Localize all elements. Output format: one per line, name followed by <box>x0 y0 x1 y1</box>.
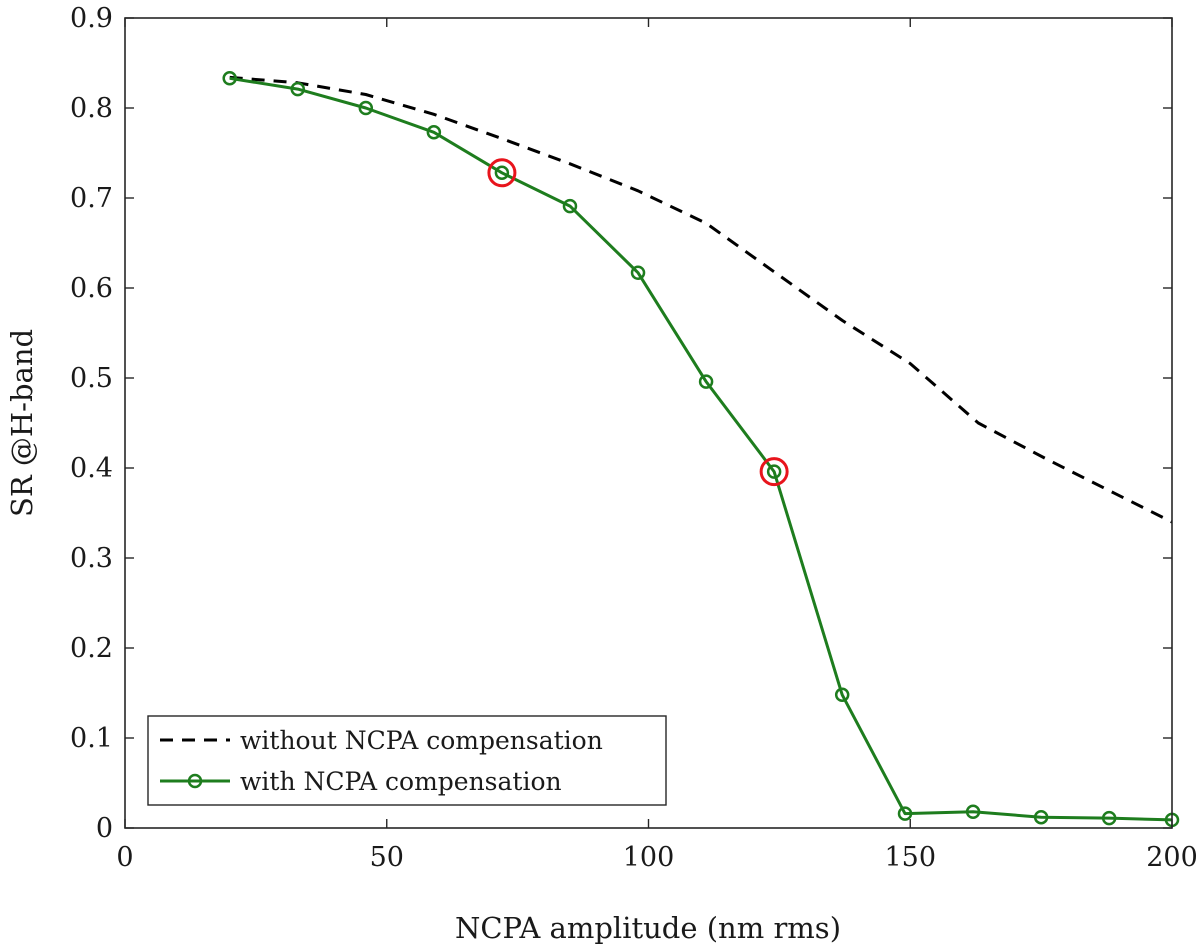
legend: without NCPA compensation with NCPA comp… <box>147 715 667 806</box>
y-tick-label: 0.9 <box>70 3 113 34</box>
data-point <box>698 374 714 389</box>
series-line-1 <box>229 76 1173 822</box>
series-line-0 <box>229 75 1173 524</box>
legend-label-without: without NCPA compensation <box>240 726 603 755</box>
tick-labels: 0 50 100 150 200 0 0.1 0.2 0.3 0.4 0.5 0.6 0.7 0.8 0.9 <box>70 3 1198 873</box>
data-point <box>562 198 578 214</box>
y-tick-label: 0.3 <box>70 543 113 574</box>
highlight-circle-0 <box>487 158 517 188</box>
data-point <box>358 100 374 116</box>
legend-swatch-with-marker <box>187 773 203 789</box>
legend-box <box>147 715 667 806</box>
highlight-layer <box>487 158 789 487</box>
data-point <box>897 806 913 821</box>
y-tick-label: 0.5 <box>70 363 113 394</box>
y-axis-label: SR @H-band <box>5 329 39 517</box>
data-point <box>426 125 442 140</box>
series-layer <box>222 71 1180 828</box>
y-tick-label: 0.4 <box>70 453 113 484</box>
data-point <box>222 71 237 86</box>
plot-area <box>125 18 1172 828</box>
data-point <box>494 165 510 181</box>
y-tick-label: 0 <box>96 813 113 844</box>
plot-frame <box>124 17 1173 829</box>
x-axis-label: NCPA amplitude (nm rms) <box>455 911 841 945</box>
data-point <box>834 687 850 703</box>
highlight-circle-1 <box>759 457 789 487</box>
y-tick-label: 0.1 <box>70 723 113 754</box>
x-tick-label: 200 <box>1146 842 1198 873</box>
data-point <box>290 81 306 97</box>
x-tick-label: 0 <box>116 842 133 873</box>
data-point <box>1033 809 1049 825</box>
y-tick-label: 0.2 <box>70 633 113 664</box>
data-point <box>630 265 646 280</box>
data-point <box>766 464 782 479</box>
x-tick-label: 50 <box>370 842 404 873</box>
x-tick-label: 100 <box>623 842 675 873</box>
y-tick-label: 0.8 <box>70 93 113 124</box>
legend-label-with: with NCPA compensation <box>240 767 562 796</box>
x-tick-label: 150 <box>884 842 936 873</box>
data-point <box>965 804 981 820</box>
data-point <box>1101 810 1117 826</box>
y-tick-label: 0.7 <box>70 183 113 214</box>
y-tick-label: 0.6 <box>70 273 113 304</box>
